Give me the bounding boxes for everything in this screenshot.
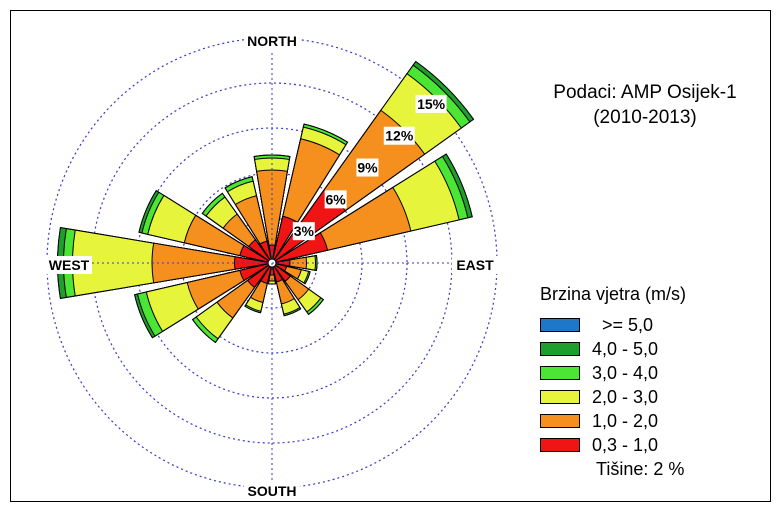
petal-3-bin-0 <box>271 232 329 264</box>
ring-label-bg-2 <box>324 190 347 209</box>
ring-labels-layer: 3% 6% 9% 12%15% <box>292 94 447 241</box>
chart-title-block: Podaci: AMP Osijek-1 (2010-2013) <box>520 80 770 130</box>
petals-layer <box>56 60 475 344</box>
direction-labels-layer: NORTH EAST SOUTH WEST <box>46 32 498 500</box>
direction-label-west: WEST <box>49 257 90 273</box>
legend-rows: >= 5,0 4,0 - 5,0 3,0 - 4,0 2,0 - 3,0 1,0 - 2… <box>540 313 686 457</box>
ring-label-bg-4 <box>383 126 415 145</box>
petal-10-bin-0 <box>246 262 273 289</box>
direction-label-bg-east <box>452 256 498 274</box>
ring-label-bg-1 <box>292 222 315 241</box>
petal-13-bin-0 <box>239 244 273 264</box>
petal-15-bin-0 <box>259 240 273 264</box>
ring-label-2: 6% <box>326 191 347 207</box>
petal-0-bin-1 <box>256 169 288 264</box>
legend-swatch-3 <box>540 390 580 404</box>
legend-label-2: 3,0 - 4,0 <box>592 362 659 383</box>
ring-label-5: 15% <box>417 96 446 112</box>
direction-label-north: NORTH <box>247 33 297 49</box>
legend-swatch-0 <box>540 318 580 332</box>
direction-label-bg-west <box>46 256 92 274</box>
petal-7-bin-0 <box>271 262 284 283</box>
direction-label-south: SOUTH <box>248 483 297 499</box>
legend-item-2: 3,0 - 4,0 <box>540 361 686 385</box>
petal-14-bin-0 <box>248 239 273 264</box>
petal-4-bin-0 <box>271 259 291 267</box>
legend-label-3: 2,0 - 3,0 <box>592 386 659 407</box>
legend-swatch-5 <box>540 438 580 452</box>
legend-label-1: 4,0 - 5,0 <box>592 338 659 359</box>
legend-item-5: 0,3 - 1,0 <box>540 433 686 457</box>
ring-label-bg-3 <box>356 158 379 177</box>
legend-label-4: 1,0 - 2,0 <box>592 410 659 431</box>
legend-item-3: 2,0 - 3,0 <box>540 385 686 409</box>
legend-title: Brzina vjetra (m/s) <box>540 284 687 304</box>
legend-swatch-4 <box>540 414 580 428</box>
chart-title: Podaci: AMP Osijek-1 <box>553 82 737 103</box>
legend-label-5: 0,3 - 1,0 <box>592 434 659 455</box>
chart-subtitle: (2010-2013) <box>593 107 697 128</box>
ring-label-1: 3% <box>294 223 315 239</box>
legend: Brzina vjetra (m/s) >= 5,0 4,0 - 5,0 3,0 -… <box>540 284 686 481</box>
petal-6-bin-0 <box>271 262 292 283</box>
petal-11-bin-0 <box>239 262 273 282</box>
ring-label-3: 9% <box>357 160 378 176</box>
calm-label: Tišine: 2 % <box>596 458 685 479</box>
direction-label-bg-north <box>244 32 300 50</box>
direction-label-bg-south <box>244 482 300 500</box>
legend-label-0: >= 5,0 <box>592 314 654 335</box>
ring-label-bg-5 <box>415 94 447 113</box>
axes-layer <box>47 38 497 488</box>
petal-9-bin-0 <box>260 262 273 285</box>
legend-item-0: >= 5,0 <box>540 313 686 337</box>
ring-label-4: 12% <box>385 128 414 144</box>
legend-swatch-1 <box>540 342 580 356</box>
legend-item-4: 1,0 - 2,0 <box>540 409 686 433</box>
direction-label-east: EAST <box>456 257 494 273</box>
legend-item-1: 4,0 - 5,0 <box>540 337 686 361</box>
legend-swatch-2 <box>540 366 580 380</box>
